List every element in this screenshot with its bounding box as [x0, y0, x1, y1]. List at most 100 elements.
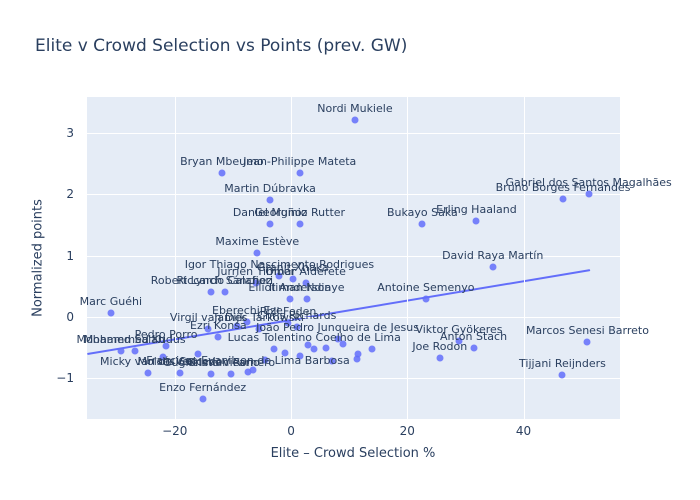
data-point[interactable]	[286, 295, 294, 303]
data-point[interactable]	[304, 341, 312, 349]
data-point[interactable]	[293, 323, 301, 331]
data-point-label: Ezri Konsa	[190, 319, 247, 333]
data-point[interactable]	[107, 309, 115, 317]
y-tick-label: 3	[66, 125, 74, 140]
data-point-label: Maxime Estève	[215, 235, 300, 249]
data-point-label: Chris Richards	[257, 308, 337, 322]
data-point[interactable]	[322, 344, 330, 352]
data-point-label: Daniel Muñoz	[232, 206, 308, 220]
data-point[interactable]	[266, 220, 274, 228]
data-point[interactable]	[244, 368, 252, 376]
data-point[interactable]	[558, 371, 566, 379]
data-point-label: Martin Dúbravka	[224, 181, 316, 195]
data-point-label: Marc Guéhi	[79, 295, 143, 309]
data-point-label: Moisés Caicedo	[137, 354, 223, 368]
data-point[interactable]	[418, 220, 426, 228]
data-point[interactable]	[204, 325, 212, 333]
data-point[interactable]	[339, 340, 347, 348]
data-point-label: Nordi Mukiele	[317, 101, 393, 115]
data-point[interactable]	[194, 350, 202, 358]
data-point[interactable]	[351, 116, 359, 124]
chart-title: Elite v Crowd Selection vs Points (prev.…	[35, 36, 408, 56]
data-point[interactable]	[207, 370, 215, 378]
y-gridline	[87, 378, 620, 380]
data-point-label: Guglielmo Vicario	[162, 355, 260, 369]
y-tick-label: −1	[56, 371, 74, 386]
trendline-layer	[87, 269, 591, 355]
data-point[interactable]	[252, 279, 260, 287]
data-point-label: Antoine Semenyo	[377, 280, 475, 294]
data-point[interactable]	[249, 366, 257, 374]
data-point-label: Joe Rodon	[412, 339, 468, 353]
data-point[interactable]	[436, 354, 444, 362]
x-gridline	[407, 97, 409, 419]
data-point[interactable]	[117, 347, 125, 355]
data-point-label: Mohammed Kudus	[83, 332, 186, 346]
data-point[interactable]	[207, 288, 215, 296]
data-point[interactable]	[218, 169, 226, 177]
data-point[interactable]	[159, 353, 167, 361]
data-point[interactable]	[296, 220, 304, 228]
data-point[interactable]	[261, 356, 269, 364]
data-point[interactable]	[162, 342, 170, 350]
data-point[interactable]	[354, 350, 362, 358]
data-point[interactable]	[296, 352, 304, 360]
plot-area[interactable]	[87, 97, 620, 419]
data-point[interactable]	[199, 395, 207, 403]
y-gridline	[87, 132, 620, 134]
data-point-label: Mohamed Salah	[76, 332, 165, 346]
data-point[interactable]	[328, 357, 336, 365]
data-point[interactable]	[131, 347, 139, 355]
data-point[interactable]	[585, 190, 593, 198]
data-point[interactable]	[310, 345, 318, 353]
data-point[interactable]	[368, 345, 376, 353]
data-point[interactable]	[214, 333, 222, 341]
data-point[interactable]	[472, 217, 480, 224]
data-point-label: Virgil van Dijk	[169, 311, 246, 325]
data-point[interactable]	[233, 322, 241, 330]
data-point[interactable]	[559, 195, 567, 203]
data-point[interactable]	[422, 295, 430, 303]
data-point[interactable]	[470, 344, 478, 352]
data-point-label: Micky van de Ven	[100, 354, 196, 368]
data-point-label: Granit Xhaka	[256, 260, 329, 274]
data-point[interactable]	[144, 369, 152, 377]
data-point[interactable]	[281, 349, 289, 357]
data-point[interactable]	[296, 169, 304, 177]
data-point[interactable]	[255, 325, 263, 333]
data-point-label: Enzo Fernández	[159, 380, 247, 394]
data-point[interactable]	[289, 275, 297, 283]
data-point[interactable]	[275, 272, 283, 280]
data-point-label: Bryan Mbeumo	[180, 155, 264, 169]
data-point-label: David Raya Martín	[442, 248, 544, 262]
data-point[interactable]	[353, 355, 361, 363]
data-point-label: Bruno Borges Fernandes	[495, 181, 631, 194]
data-point[interactable]	[334, 335, 342, 343]
data-point-label: Riccardo Calafiori	[176, 273, 274, 287]
data-point[interactable]	[221, 288, 229, 296]
data-point[interactable]	[302, 279, 310, 287]
data-point[interactable]	[270, 345, 278, 353]
data-point-label: Phil Foden	[259, 305, 317, 319]
data-point[interactable]	[455, 337, 463, 345]
data-point[interactable]	[227, 370, 235, 378]
data-point-label: Anton Stach	[439, 330, 508, 344]
data-point[interactable]	[176, 369, 184, 377]
y-gridline	[87, 194, 620, 196]
x-tick-label: −20	[162, 424, 188, 438]
data-point[interactable]	[489, 263, 497, 271]
data-point-label: Erling Haaland	[436, 202, 517, 216]
data-point-label: Elliot Anderson	[248, 281, 332, 295]
data-point[interactable]	[583, 338, 591, 346]
data-point-label: Iliman Ndiaye	[268, 281, 345, 295]
data-point[interactable]	[243, 318, 251, 326]
data-point-label: Tijjani Reijnders	[519, 356, 606, 370]
data-point-label: João Pedro Junqueira de Jesus	[256, 321, 419, 335]
data-point-label: Cristian Romero	[187, 356, 276, 370]
x-gridline	[174, 97, 176, 419]
data-point[interactable]	[253, 249, 261, 257]
data-point-label: Lucas Tolentino Coelho de Lima	[227, 330, 401, 344]
data-point[interactable]	[266, 196, 274, 204]
data-point[interactable]	[284, 319, 292, 327]
data-point[interactable]	[303, 295, 311, 303]
